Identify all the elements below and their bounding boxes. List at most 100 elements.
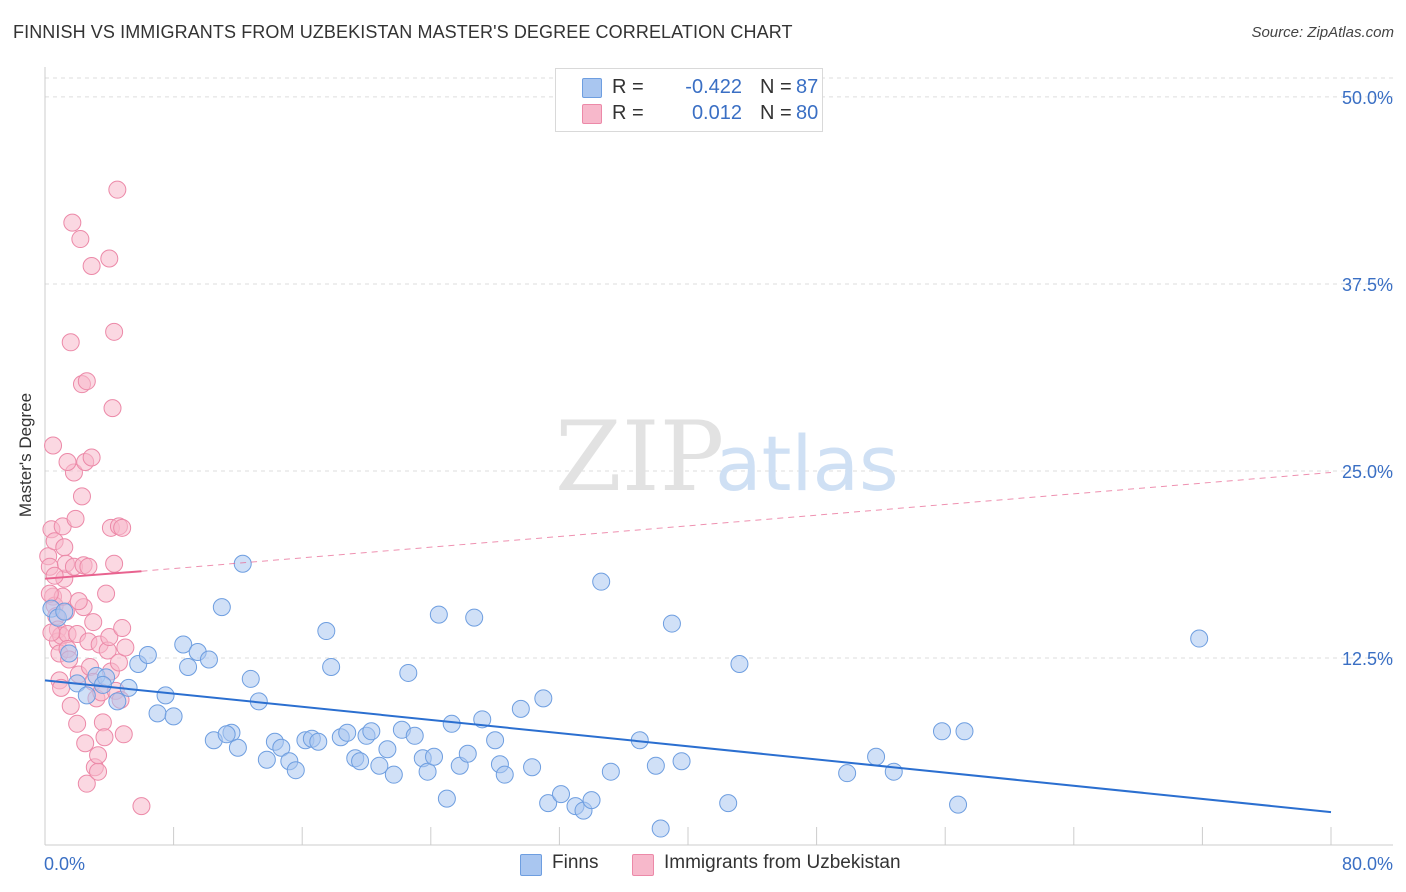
finns-point bbox=[60, 644, 79, 663]
y-tick-label: 25.0% bbox=[1342, 462, 1393, 482]
legend-r-label: R = bbox=[612, 102, 644, 124]
uzbekistan-point bbox=[114, 725, 133, 744]
finns-point bbox=[164, 707, 183, 726]
finns-point bbox=[442, 714, 461, 733]
finns-point bbox=[212, 598, 231, 617]
finns-point bbox=[309, 732, 328, 751]
finns-point bbox=[867, 747, 886, 766]
finns-point bbox=[473, 710, 492, 729]
finns-point bbox=[601, 762, 620, 781]
finns-point bbox=[458, 744, 477, 763]
finns-point bbox=[317, 622, 336, 641]
uzbekistan-point bbox=[66, 509, 85, 528]
finns-point bbox=[370, 756, 389, 775]
uzbekistan-point bbox=[71, 230, 90, 249]
finns-point bbox=[405, 726, 424, 745]
uzbekistan-point bbox=[72, 487, 91, 506]
finns-point bbox=[362, 722, 381, 741]
y-tick-label: 12.5% bbox=[1342, 649, 1393, 669]
finns-trend-line bbox=[44, 679, 1332, 814]
finns-point bbox=[672, 752, 691, 771]
uzbekistan-point bbox=[68, 714, 87, 733]
tick-labels: 12.5% 25.0% 37.5% 50.0% 0.0% 80.0% bbox=[44, 88, 1393, 874]
chart-title: FINNISH VS IMMIGRANTS FROM UZBEKISTAN MA… bbox=[13, 22, 793, 42]
uzbekistan-point bbox=[100, 628, 119, 647]
uzbekistan-point bbox=[113, 518, 132, 537]
legend-swatch-uzbekistan bbox=[582, 104, 602, 124]
uzbekistan-point bbox=[89, 762, 108, 781]
uzbekistan-trend-line bbox=[44, 570, 142, 580]
finns-point bbox=[322, 657, 341, 676]
y-tick-label: 37.5% bbox=[1342, 275, 1393, 295]
uzbekistan-point bbox=[42, 623, 61, 642]
finns-point bbox=[338, 723, 357, 742]
uzbekistan-point bbox=[69, 592, 88, 611]
finns-point bbox=[179, 657, 198, 676]
series-uzbekistan-points bbox=[39, 180, 151, 816]
finns-point bbox=[651, 819, 670, 838]
legend-r-label: R = bbox=[612, 76, 644, 98]
finns-point bbox=[217, 725, 236, 744]
legend-n-value: 80 bbox=[796, 102, 819, 124]
legend-r-value: -0.422 bbox=[685, 76, 742, 98]
uzbekistan-point bbox=[93, 713, 112, 732]
legend-swatch-uzbekistan bbox=[632, 854, 654, 876]
finns-point bbox=[174, 635, 193, 654]
finns-point bbox=[429, 605, 448, 624]
finns-point bbox=[228, 738, 247, 757]
watermark-atlas: atlas bbox=[715, 419, 899, 508]
uzbekistan-point bbox=[82, 448, 101, 467]
finns-point bbox=[425, 747, 444, 766]
uzbekistan-point bbox=[105, 322, 124, 341]
x-tick-label: 0.0% bbox=[44, 854, 85, 874]
finns-point bbox=[719, 794, 738, 813]
finns-point bbox=[582, 791, 601, 810]
finns-point bbox=[646, 756, 665, 775]
finns-point bbox=[418, 762, 437, 781]
finns-point bbox=[552, 785, 571, 804]
finns-point bbox=[378, 740, 397, 759]
uzbekistan-point bbox=[132, 797, 151, 816]
finns-point bbox=[932, 722, 951, 741]
uzbekistan-point bbox=[76, 734, 95, 753]
legend-n-label: N = bbox=[760, 102, 792, 124]
legend-r-value: 0.012 bbox=[691, 102, 742, 124]
finns-point bbox=[592, 572, 611, 591]
uzbekistan-trend-extension bbox=[141, 471, 1332, 572]
uzbekistan-point bbox=[45, 566, 64, 585]
finns-point bbox=[384, 765, 403, 784]
legend-swatch-finns bbox=[582, 78, 602, 98]
finns-point bbox=[486, 731, 505, 750]
uzbekistan-point bbox=[58, 452, 77, 471]
finns-point bbox=[77, 686, 96, 705]
legend-label-finns: Finns bbox=[552, 852, 599, 873]
watermark: ZIP atlas bbox=[555, 401, 899, 513]
uzbekistan-point bbox=[113, 619, 132, 638]
legend-swatch-finns bbox=[520, 854, 542, 876]
uzbekistan-point bbox=[109, 653, 128, 672]
uzbekistan-point bbox=[116, 638, 135, 657]
uzbekistan-point bbox=[44, 436, 63, 455]
finns-point bbox=[272, 738, 291, 757]
finns-point bbox=[523, 758, 542, 777]
finns-point bbox=[233, 554, 252, 573]
chart-source: Source: ZipAtlas.com bbox=[1251, 24, 1394, 41]
finns-point bbox=[465, 608, 484, 627]
uzbekistan-point bbox=[97, 584, 116, 603]
finns-point bbox=[662, 614, 681, 633]
finns-point bbox=[286, 761, 305, 780]
uzbekistan-point bbox=[61, 696, 80, 715]
legend-label-uzbekistan: Immigrants from Uzbekistan bbox=[664, 852, 901, 873]
finns-point bbox=[539, 794, 558, 813]
correlation-legend: R = -0.422 N = 87 R = 0.012 N = 80 bbox=[555, 68, 823, 132]
uzbekistan-point bbox=[84, 613, 103, 632]
uzbekistan-point bbox=[100, 249, 119, 268]
uzbekistan-point bbox=[103, 399, 122, 418]
finns-point bbox=[55, 602, 74, 621]
series-finns-points bbox=[42, 554, 1209, 838]
uzbekistan-point bbox=[63, 213, 82, 232]
x-tick-label: 80.0% bbox=[1342, 854, 1393, 874]
finns-point bbox=[351, 752, 370, 771]
uzbekistan-point bbox=[89, 746, 108, 765]
